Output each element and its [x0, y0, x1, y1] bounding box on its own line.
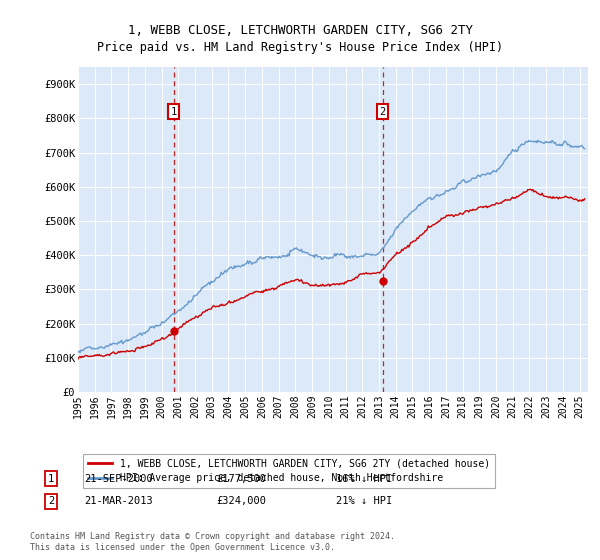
Text: 21% ↓ HPI: 21% ↓ HPI	[336, 496, 392, 506]
Text: £324,000: £324,000	[216, 496, 266, 506]
Text: 1, WEBB CLOSE, LETCHWORTH GARDEN CITY, SG6 2TY: 1, WEBB CLOSE, LETCHWORTH GARDEN CITY, S…	[128, 24, 473, 38]
Text: Price paid vs. HM Land Registry's House Price Index (HPI): Price paid vs. HM Land Registry's House …	[97, 41, 503, 54]
Text: 2: 2	[48, 496, 54, 506]
Text: £177,500: £177,500	[216, 474, 266, 484]
Text: 1: 1	[170, 106, 177, 116]
Text: 21-SEP-2000: 21-SEP-2000	[84, 474, 153, 484]
Text: Contains HM Land Registry data © Crown copyright and database right 2024.
This d: Contains HM Land Registry data © Crown c…	[30, 533, 395, 552]
Legend: 1, WEBB CLOSE, LETCHWORTH GARDEN CITY, SG6 2TY (detached house), HPI: Average pr: 1, WEBB CLOSE, LETCHWORTH GARDEN CITY, S…	[83, 454, 495, 488]
Text: 1: 1	[48, 474, 54, 484]
Text: 16% ↓ HPI: 16% ↓ HPI	[336, 474, 392, 484]
Text: 21-MAR-2013: 21-MAR-2013	[84, 496, 153, 506]
Text: 2: 2	[380, 106, 386, 116]
